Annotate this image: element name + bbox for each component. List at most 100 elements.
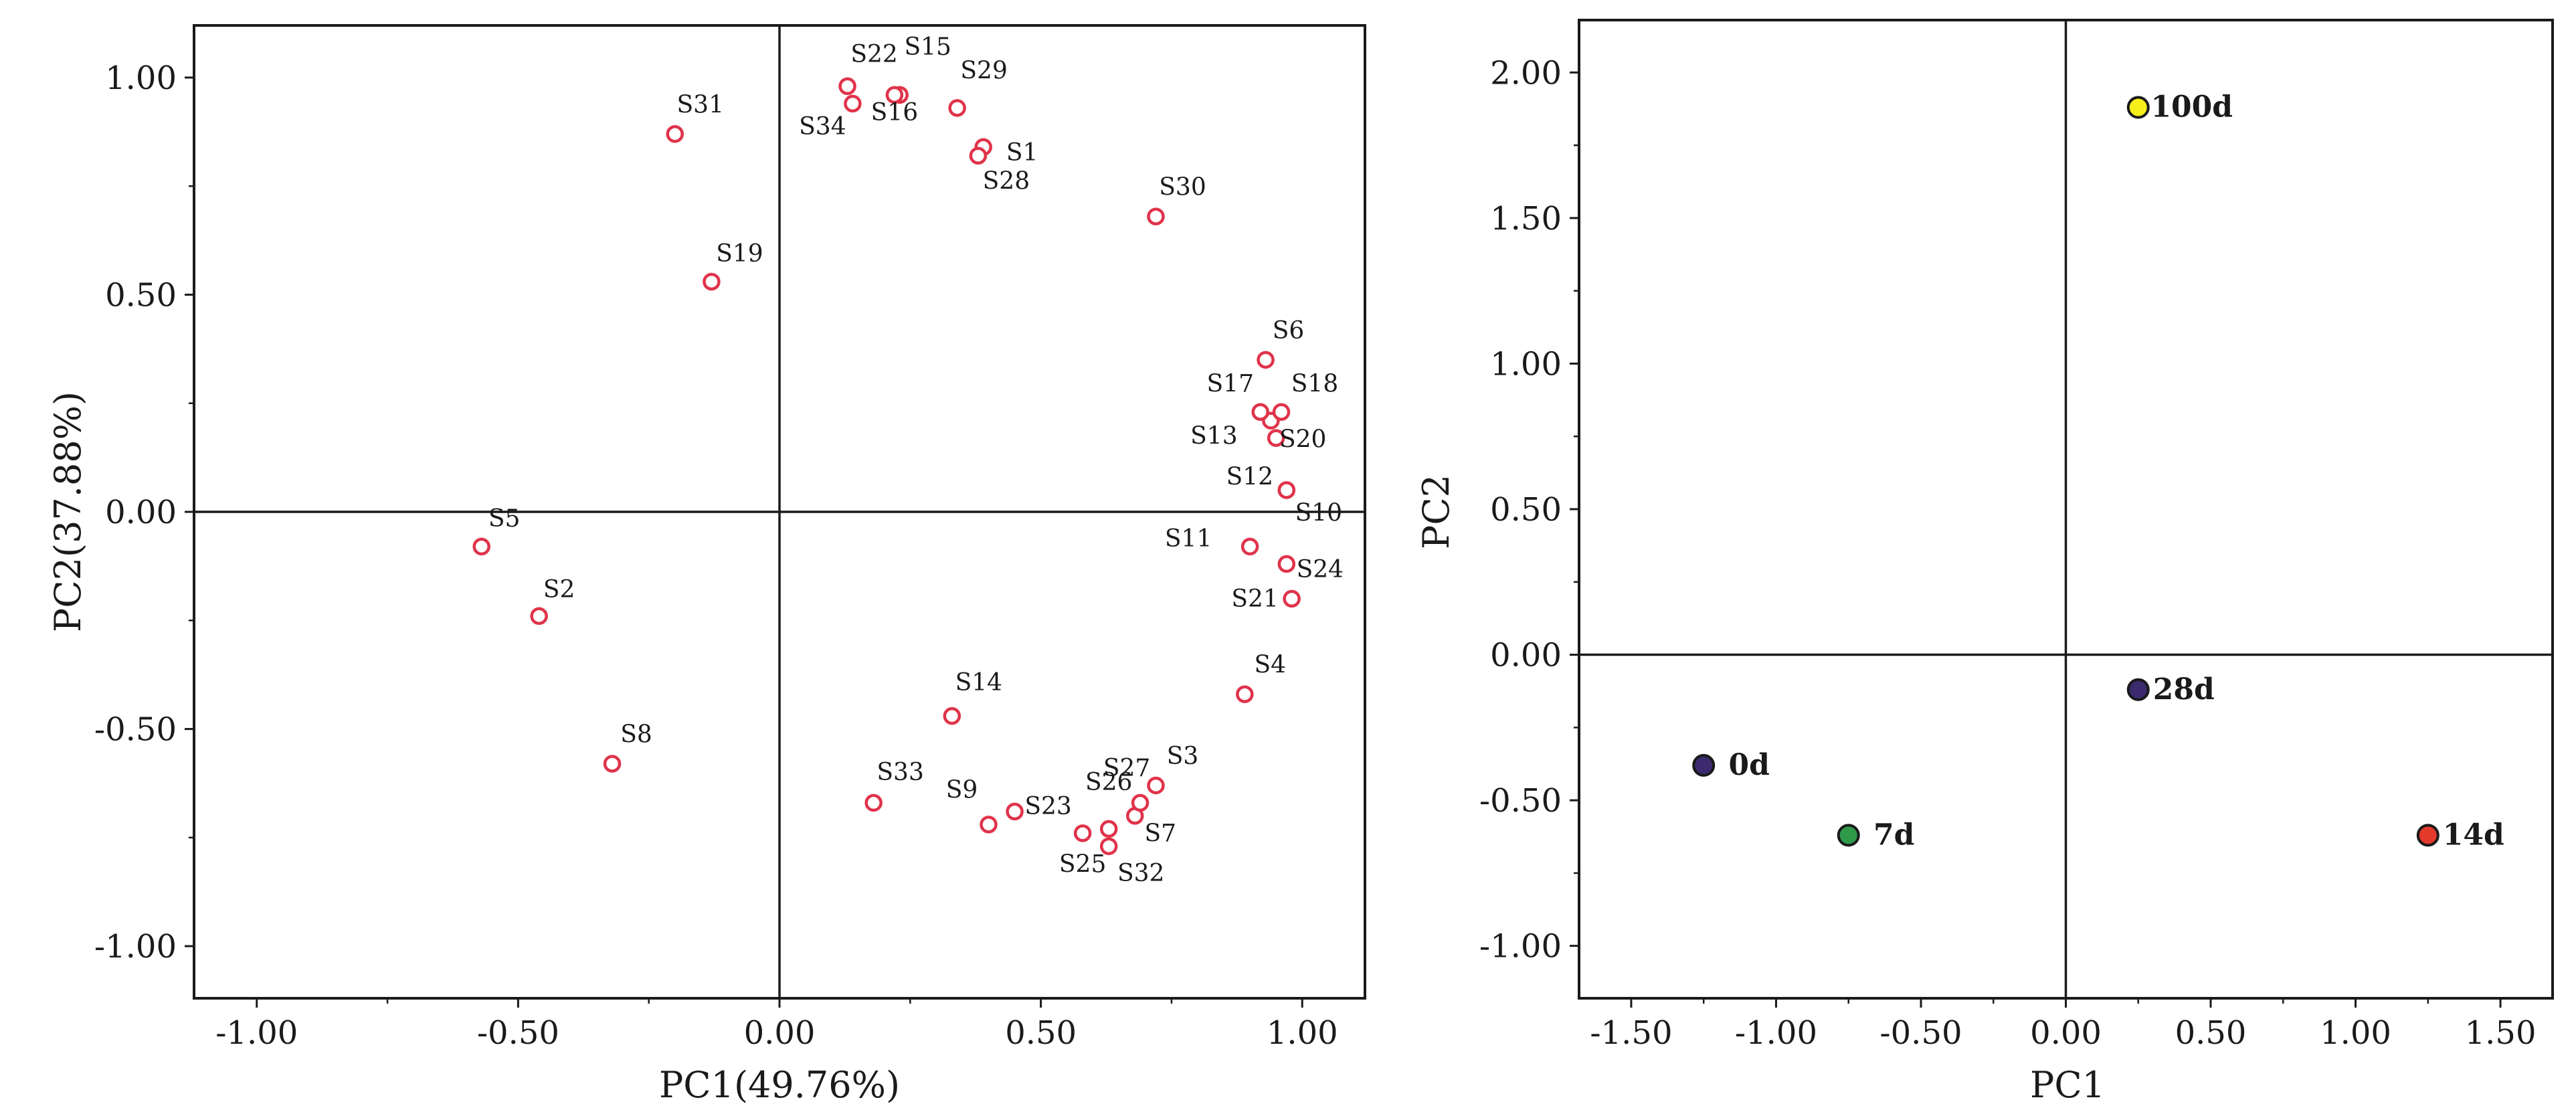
point-label-s3: S3	[1167, 743, 1199, 770]
y-tick-label: 1.00	[105, 60, 177, 97]
point-label-s32: S32	[1117, 860, 1164, 887]
x-tick-label: -1.00	[1735, 1014, 1817, 1052]
point-label-s22: S22	[850, 41, 897, 68]
point-label-s30: S30	[1159, 174, 1206, 201]
data-point-s25	[1073, 824, 1092, 842]
point-label-s17: S17	[1207, 371, 1254, 398]
point-label-s9: S9	[946, 776, 978, 804]
y-tick-label: 0.00	[105, 494, 177, 531]
data-point-s22	[838, 77, 856, 96]
data-point-s11	[1240, 537, 1259, 556]
point-label-s5: S5	[488, 505, 521, 533]
point-label-28d: 28d	[2153, 672, 2215, 707]
point-label-s20: S20	[1279, 426, 1326, 454]
x-tick-label: -1.00	[215, 1014, 298, 1052]
x-axis-label: PC1	[2030, 1064, 2105, 1106]
point-label-s33: S33	[877, 759, 923, 786]
point-label-s31: S31	[677, 91, 724, 118]
data-point-s23	[1006, 802, 1024, 821]
data-point-0d	[1692, 753, 1716, 777]
point-label-s15: S15	[904, 33, 951, 61]
y-axis-label: PC2	[1415, 474, 1457, 549]
data-point-s4	[1236, 685, 1254, 703]
point-label-s21: S21	[1231, 585, 1278, 613]
point-label-s6: S6	[1273, 317, 1305, 345]
y-axis-label: PC2(37.88%)	[47, 391, 89, 632]
data-point-s12	[1277, 481, 1296, 499]
y-tick-label: 1.50	[1490, 200, 1562, 238]
x-tick-label: -0.50	[1879, 1014, 1962, 1052]
data-point-s18	[1272, 403, 1291, 421]
y-tick-label: 0.50	[1490, 491, 1562, 529]
data-point-s30	[1147, 207, 1165, 225]
point-label-0d: 0d	[1729, 748, 1770, 782]
x-tick-label: 0.50	[1005, 1014, 1077, 1052]
point-label-s28: S28	[983, 168, 1030, 195]
data-point-s21	[1283, 589, 1301, 608]
y-tick-label: -1.00	[94, 928, 177, 965]
point-label-s8: S8	[620, 721, 652, 748]
x-tick-label: -0.50	[477, 1014, 559, 1052]
point-label-s14: S14	[955, 669, 1002, 697]
data-point-s24	[1277, 555, 1296, 573]
y-tick-label: 2.00	[1490, 54, 1562, 92]
data-point-s19	[703, 272, 721, 291]
point-label-s34: S34	[799, 113, 846, 141]
y-tick-label: -0.50	[1479, 782, 1562, 820]
scatter-chart-storage-days: -1.50 -1.00 -0.50 0.00 0.50 1.00 1.50 -1.00 -0.5…	[1415, 19, 2554, 1106]
data-point-s33	[864, 794, 883, 812]
data-point-100d	[2126, 96, 2150, 119]
data-point-s31	[666, 125, 684, 143]
point-label-s26: S26	[1085, 769, 1132, 796]
point-label-s25: S25	[1059, 850, 1106, 878]
point-label-s23: S23	[1024, 793, 1071, 820]
point-label-14d: 14d	[2443, 818, 2504, 852]
x-tick-label: 0.00	[744, 1014, 816, 1052]
point-label-s24: S24	[1297, 556, 1344, 583]
data-point-s17	[1251, 403, 1269, 421]
x-tick-label: 1.50	[2465, 1014, 2537, 1052]
point-label-s10: S10	[1295, 500, 1342, 527]
point-label-s16: S16	[871, 99, 918, 126]
point-label-s29: S29	[960, 57, 1007, 84]
data-point-s20	[1267, 429, 1285, 447]
data-point-14d	[2416, 824, 2440, 847]
y-tick-label: -0.50	[94, 711, 177, 749]
point-label-s18: S18	[1291, 371, 1338, 398]
data-point-s14	[943, 707, 961, 725]
data-point-s32	[1099, 837, 1118, 856]
x-tick-label: 0.00	[2030, 1014, 2102, 1052]
data-point-s3	[1147, 776, 1165, 795]
data-point-s8	[603, 755, 622, 773]
data-point-s29	[948, 99, 966, 117]
data-point-s9	[980, 816, 998, 834]
data-point-s16	[885, 86, 904, 104]
data-point-s6	[1257, 351, 1275, 369]
y-tick-label: 0.50	[105, 276, 177, 314]
data-point-s34	[844, 94, 862, 113]
point-label-s7: S7	[1144, 820, 1176, 847]
scatter-chart-variables: -1.00 -0.50 0.00 0.50 1.00 -1.00 -0.50 0.00 0.50…	[47, 24, 1366, 1106]
point-label-7d: 7d	[1873, 818, 1914, 852]
y-tick-label: 1.00	[1490, 345, 1562, 383]
x-tick-label: 0.50	[2175, 1014, 2247, 1052]
x-tick-label: 1.00	[1267, 1014, 1338, 1052]
point-label-s19: S19	[716, 240, 763, 268]
point-label-s11: S11	[1165, 525, 1212, 553]
y-tick-label: 0.00	[1490, 637, 1562, 674]
x-tick-label: -1.50	[1590, 1014, 1672, 1052]
point-label-s12: S12	[1226, 464, 1273, 491]
data-point-s2	[530, 607, 548, 626]
point-label-s1: S1	[1006, 139, 1038, 167]
point-label-s13: S13	[1190, 423, 1237, 450]
y-tick-label: -1.00	[1479, 928, 1562, 965]
data-point-s26	[1099, 820, 1118, 838]
point-label-100d: 100d	[2150, 90, 2233, 124]
point-label-s27: S27	[1103, 755, 1150, 782]
x-tick-label: 1.00	[2320, 1014, 2391, 1052]
data-point-7d	[1837, 824, 1860, 847]
point-label-s4: S4	[1255, 652, 1287, 679]
data-point-s27	[1131, 794, 1149, 812]
